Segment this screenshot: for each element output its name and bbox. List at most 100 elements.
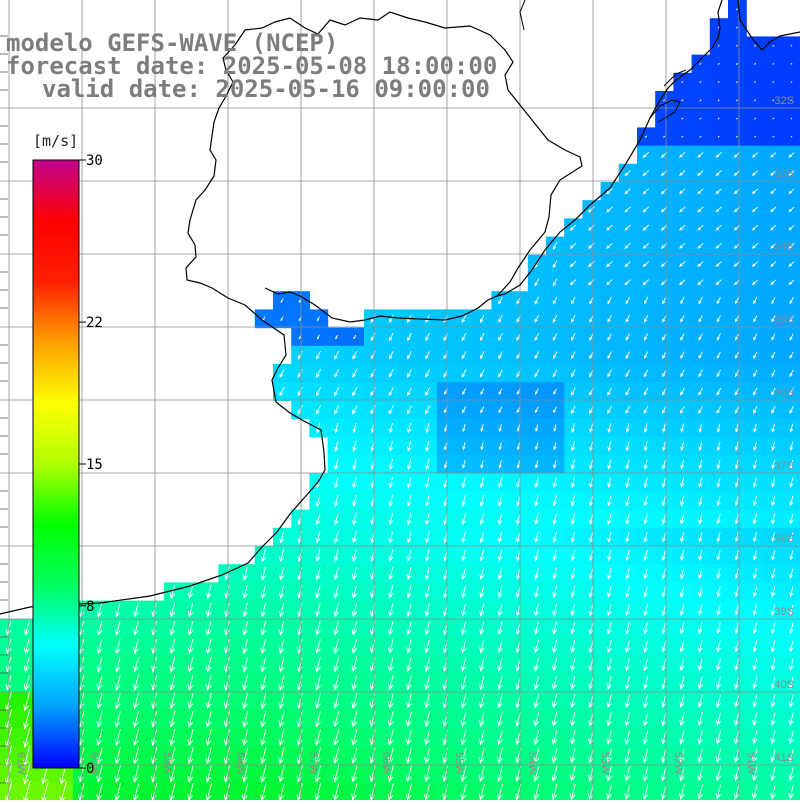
wind-arrow — [424, 639, 430, 654]
wind-arrow — [23, 638, 30, 655]
wind-arrow — [23, 656, 30, 673]
wind-arrow — [624, 206, 631, 213]
wind-arrow — [643, 640, 649, 654]
wind-arrow — [735, 99, 738, 102]
wind-arrow — [752, 730, 758, 745]
wind-arrow — [607, 314, 612, 323]
wind-arrow — [553, 460, 557, 469]
wind-arrow — [789, 586, 794, 598]
wind-arrow — [662, 369, 667, 378]
wind-arrow — [96, 656, 103, 673]
wind-arrow — [788, 784, 794, 800]
wind-arrow — [553, 442, 557, 451]
wind-arrow — [187, 765, 194, 783]
lon-label: 60W — [88, 752, 100, 775]
wind-arrow — [461, 351, 467, 360]
wind-arrow — [734, 712, 740, 727]
wind-arrow — [315, 530, 321, 544]
wind-arrow — [533, 747, 540, 764]
wind-arrow — [333, 729, 340, 746]
wind-arrow — [697, 730, 703, 745]
wind-arrow — [425, 495, 430, 507]
wind-arrow — [461, 513, 466, 526]
wind-arrow — [625, 531, 630, 543]
wind-arrow — [770, 261, 777, 267]
wind-arrow — [770, 712, 776, 727]
wind-arrow — [571, 314, 576, 323]
wind-arrow — [679, 676, 685, 690]
wind-arrow — [570, 693, 576, 709]
wind-arrow — [790, 135, 793, 138]
wind-arrow — [716, 622, 721, 635]
wind-arrow — [789, 441, 794, 452]
wind-arrow — [535, 424, 539, 433]
wind-arrow — [789, 477, 794, 488]
wind-arrow — [788, 748, 794, 763]
wind-arrow — [698, 532, 703, 543]
wind-arrow — [169, 765, 176, 783]
wind-arrow — [96, 692, 103, 710]
wind-arrow — [242, 674, 249, 691]
wind-arrow — [461, 585, 467, 599]
wind-arrow — [570, 531, 576, 543]
wind-arrow — [679, 170, 686, 176]
wind-arrow — [790, 44, 793, 47]
wind-arrow — [462, 442, 466, 451]
wind-arrow — [788, 261, 795, 267]
wind-arrow — [771, 315, 776, 323]
colorbar-tick-label: 0 — [86, 761, 94, 777]
wind-arrow — [352, 368, 358, 378]
wind-arrow — [407, 369, 412, 378]
wind-arrow — [606, 676, 612, 690]
wind-arrow — [479, 369, 485, 378]
wind-arrow — [570, 675, 576, 690]
wind-arrow — [607, 567, 612, 580]
wind-arrow — [406, 512, 412, 526]
wind-arrow — [169, 638, 176, 655]
wind-arrow — [752, 532, 757, 543]
wind-arrow — [260, 729, 267, 746]
wind-arrow — [771, 513, 776, 525]
wind-arrow — [735, 8, 738, 11]
wind-arrow — [717, 44, 720, 47]
wind-arrow — [352, 422, 357, 434]
wind-arrow — [588, 531, 594, 543]
wind-arrow — [625, 585, 630, 598]
wind-arrow — [770, 694, 776, 708]
wind-arrow — [96, 674, 103, 691]
wind-arrow — [751, 170, 759, 176]
wind-arrow — [279, 368, 285, 379]
wind-arrow — [588, 621, 594, 635]
wind-arrow — [661, 495, 667, 507]
wind-arrow — [624, 712, 631, 727]
river-border — [519, 0, 687, 123]
wind-arrow — [789, 405, 794, 414]
wind-arrow — [534, 531, 539, 543]
wind-arrow — [716, 333, 721, 341]
wind-arrow — [752, 676, 758, 690]
wind-arrow — [643, 586, 648, 598]
wind-arrow — [387, 729, 394, 746]
wind-arrow — [461, 495, 466, 507]
wind-arrow — [662, 351, 667, 359]
wind-arrow — [205, 692, 212, 710]
wind-arrow — [734, 586, 739, 598]
wind-arrow — [351, 603, 358, 618]
wind-arrow — [278, 638, 285, 655]
wind-arrow — [552, 351, 558, 360]
lat-label: 41S — [774, 752, 794, 764]
wind-arrow — [642, 784, 649, 801]
wind-arrow — [716, 640, 721, 653]
wind-arrow — [770, 748, 776, 763]
wind-arrow — [407, 422, 412, 434]
wind-arrow — [607, 423, 612, 433]
wind-arrow — [479, 657, 485, 672]
wind-arrow — [443, 460, 448, 469]
wind-arrow — [552, 513, 557, 526]
wind-arrow — [789, 351, 794, 359]
lon-label: 59W — [161, 752, 173, 775]
wind-arrow — [351, 549, 357, 563]
wind-arrow — [187, 638, 194, 655]
wind-arrow — [662, 296, 667, 305]
